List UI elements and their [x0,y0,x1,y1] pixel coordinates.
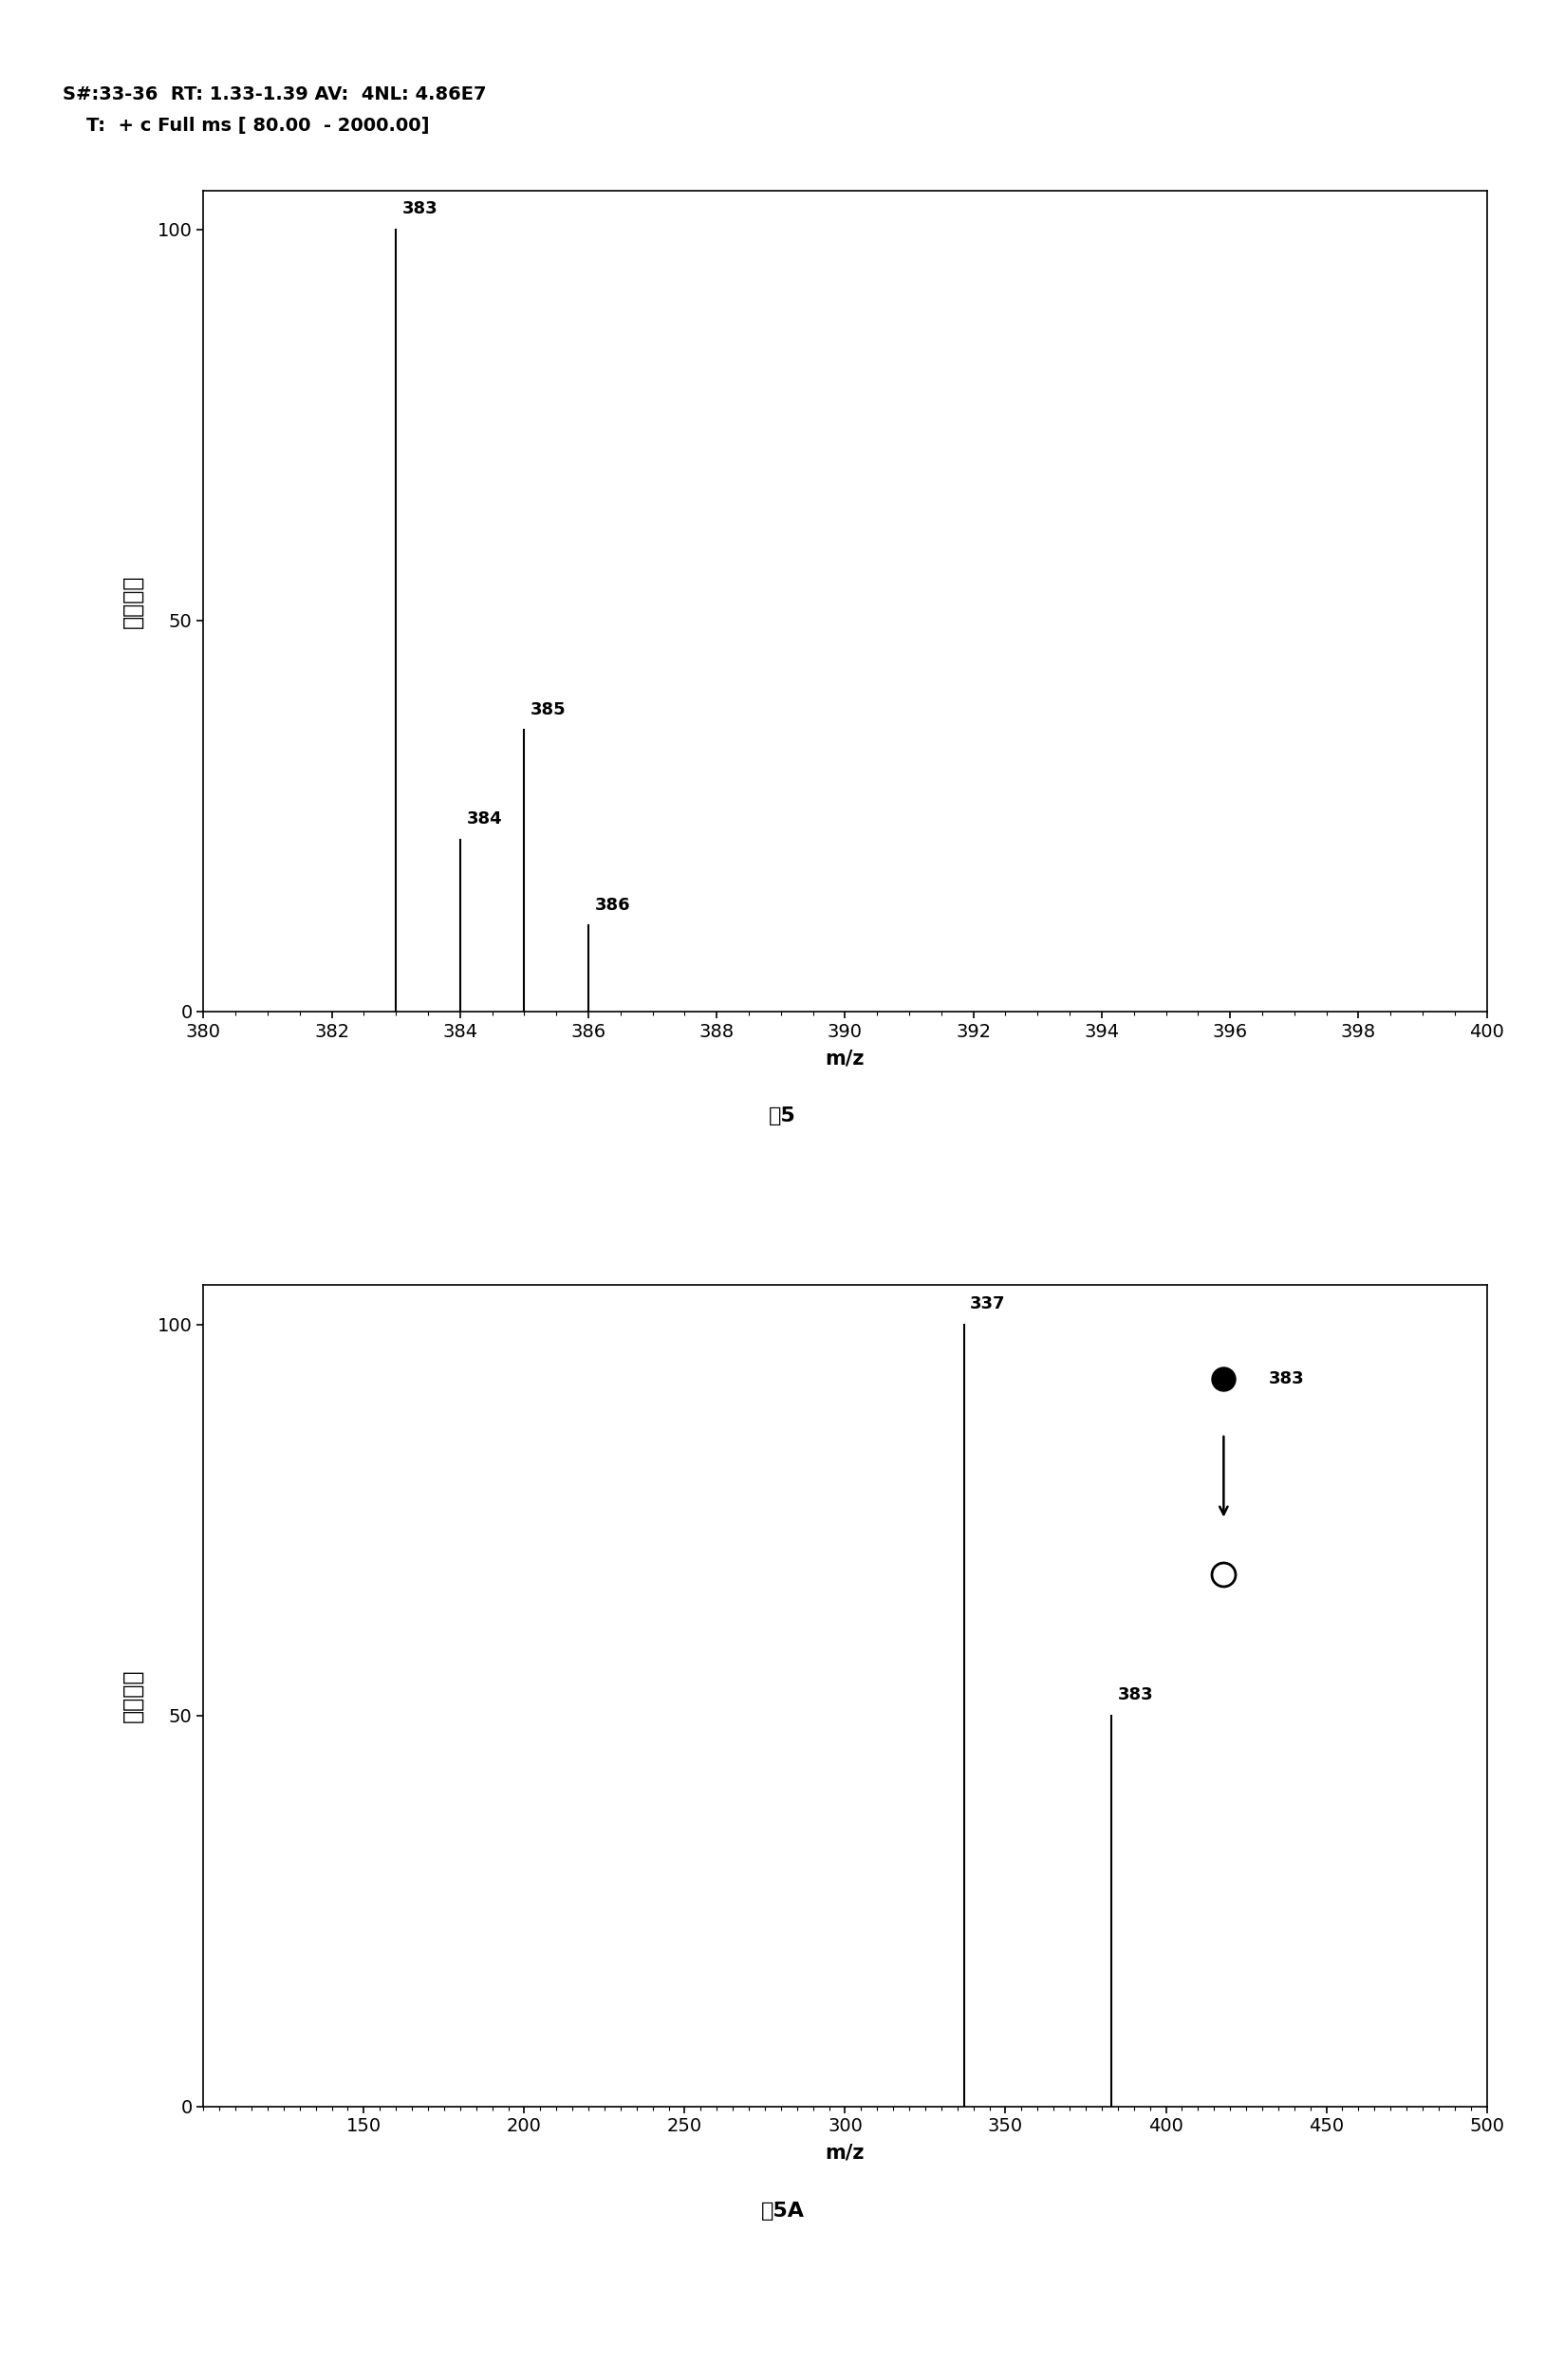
X-axis label: m/z: m/z [824,2144,865,2163]
Y-axis label: 相对丰度: 相对丰度 [122,1668,144,1723]
Text: 385: 385 [530,702,566,719]
X-axis label: m/z: m/z [824,1050,865,1069]
Text: 384: 384 [466,812,502,828]
Text: 383: 383 [402,200,438,219]
Text: S#:33-36  RT: 1.33-1.39 AV:  4NL: 4.86E7: S#:33-36 RT: 1.33-1.39 AV: 4NL: 4.86E7 [63,86,486,105]
Text: 386: 386 [594,897,630,914]
Text: 图5A: 图5A [760,2202,804,2221]
Text: 图5: 图5 [768,1107,796,1126]
Text: 383: 383 [1117,1687,1153,1704]
Y-axis label: 相对丰度: 相对丰度 [122,574,144,628]
Text: 337: 337 [970,1295,1006,1314]
Text: T:  + c Full ms [ 80.00  - 2000.00]: T: + c Full ms [ 80.00 - 2000.00] [86,117,429,136]
Text: 383: 383 [1268,1371,1303,1388]
